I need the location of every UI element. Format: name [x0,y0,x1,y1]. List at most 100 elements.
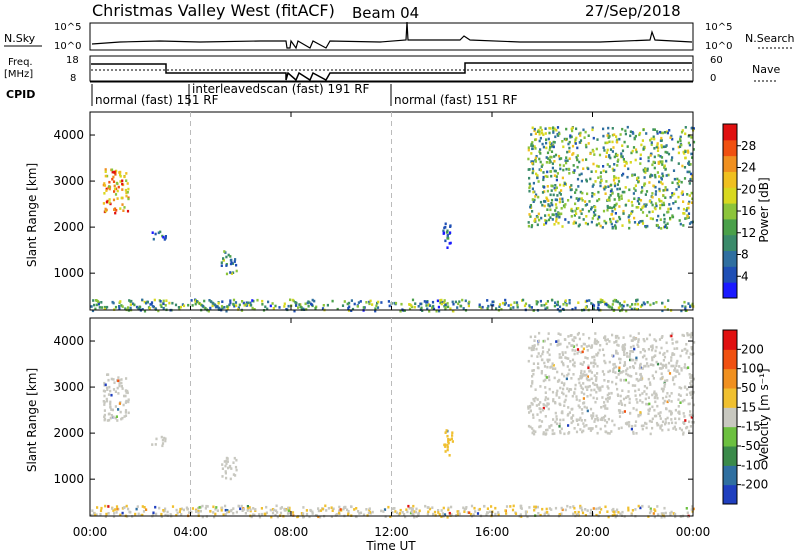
range-cell [157,309,160,313]
range-cell [126,190,129,194]
range-cell [567,406,570,409]
range-cell [114,193,118,196]
range-cell [571,344,574,347]
range-cell [431,306,434,310]
range-cell [151,443,154,446]
range-cell [550,424,553,427]
range-cell [565,394,568,398]
range-cell [682,431,685,435]
range-cell [605,170,608,174]
range-cell [611,192,614,195]
range-cell [501,301,505,305]
range-cell [114,508,117,511]
range-cell [687,151,690,154]
range-cell [286,512,290,515]
range-cell [649,432,652,436]
colorbar-segment [723,171,737,188]
range-cell [221,506,224,510]
range-cell [444,306,447,309]
range-cell [640,375,643,378]
range-cell [570,417,573,420]
range-cell [119,173,122,177]
range-cell [626,373,630,377]
range-cell [618,369,621,372]
range-cell [570,334,573,337]
range-cell [162,509,165,512]
range-cell [689,393,692,396]
range-cell [596,217,600,221]
range-cell [643,339,646,343]
range-cell [634,184,637,187]
range-cell [559,183,562,187]
range-cell [562,168,565,172]
range-cell [673,177,676,181]
range-cell [627,506,630,510]
range-cell [486,507,489,510]
range-cell [643,385,646,388]
range-cell [630,151,633,155]
range-cell [478,305,481,308]
range-cell [628,188,631,192]
range-cell [246,509,249,512]
range-cell [398,512,402,515]
range-cell [403,309,406,312]
range-cell [538,157,541,161]
range-cell [689,425,692,428]
range-cell [653,137,656,141]
range-cell [141,505,144,508]
range-cell [591,192,594,195]
range-cell [670,364,673,368]
freq-trace [91,62,692,82]
x-tick-label: 00:00 [676,525,711,539]
range-cell [637,176,640,180]
range-cell [446,434,449,438]
range-cell [638,133,641,137]
range-cell [347,510,350,513]
range-cell [679,354,682,358]
range-cell [163,509,166,513]
range-cell [660,144,663,147]
range-cell [428,310,431,313]
range-cell [617,194,620,197]
range-cell [217,302,220,305]
range-cell [604,141,607,145]
range-cell [532,160,535,163]
range-cell [234,301,238,304]
range-cell [632,132,635,135]
range-cell [649,303,652,307]
range-cell [597,176,600,179]
range-cell [274,304,277,308]
range-cell [655,360,658,364]
range-cell [610,430,613,433]
range-cell [601,396,604,399]
range-cell [107,412,110,416]
power-ylabel: Slant Range [km] [25,163,39,267]
range-cell [357,301,360,304]
range-cell [580,212,583,215]
range-cell [659,411,662,414]
range-cell [527,224,530,228]
range-cell [653,147,656,150]
range-cell [635,398,638,401]
range-cell [557,134,560,137]
range-cell [539,126,542,129]
range-cell [216,305,219,309]
range-cell [483,505,486,508]
x-axis-label: Time UT [365,539,416,553]
range-cell [548,353,551,357]
range-cell [651,358,654,362]
velocity-region-0 [102,373,130,422]
range-cell [555,422,559,426]
range-cell [617,511,620,514]
range-cell [287,506,290,510]
range-cell [606,163,609,166]
range-cell [224,471,227,475]
range-cell [485,513,488,516]
range-cell [613,163,616,166]
range-cell [633,187,636,190]
y-tick-label: 2000 [53,426,84,440]
range-cell [671,194,674,197]
range-cell [594,213,597,217]
range-cell [637,340,640,343]
range-cell [595,383,598,387]
